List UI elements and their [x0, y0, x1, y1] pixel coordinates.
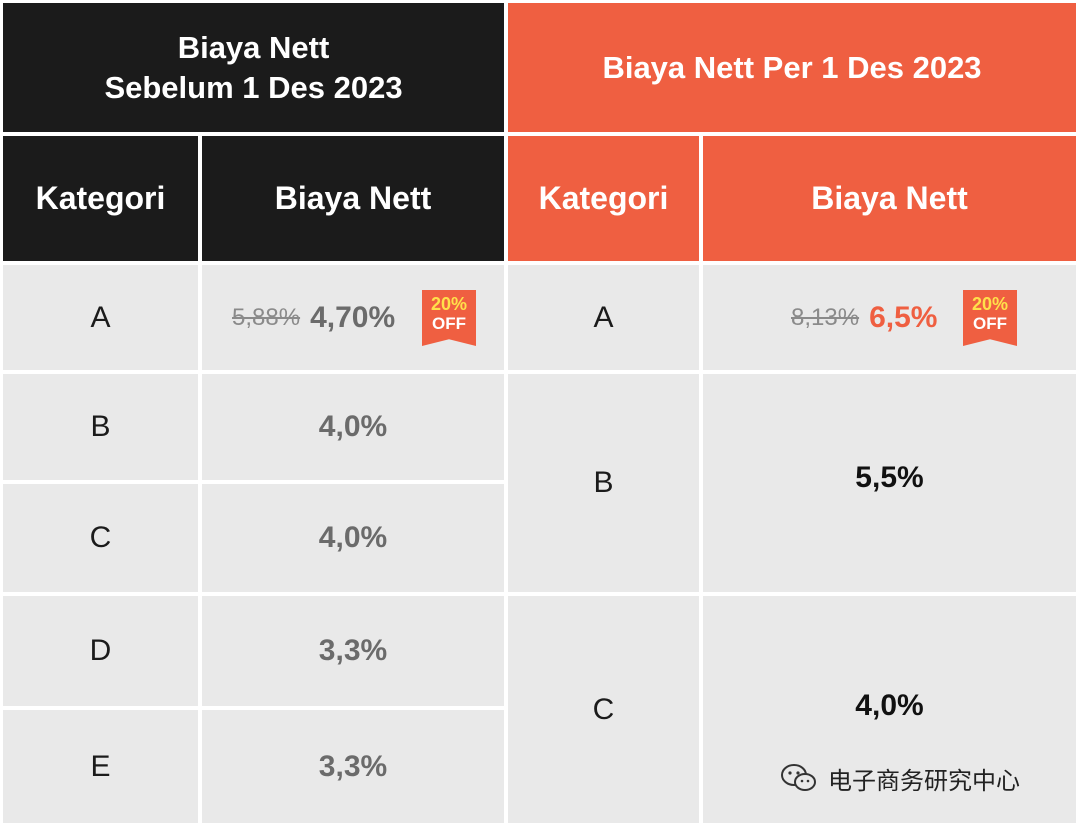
left-row-d-kategori: D: [3, 596, 198, 706]
right-table-title: Biaya Nett Per 1 Des 2023: [508, 3, 1076, 132]
left-row-b-kategori-text: B: [90, 410, 111, 443]
right-row-c-kategori: C: [508, 596, 699, 823]
right-row-a-biaya: 8,13% 6,5% 20% OFF: [703, 265, 1076, 370]
right-header-biaya-label: Biaya Nett: [811, 180, 968, 216]
right-row-b-kategori-text: B: [593, 466, 614, 499]
left-row-c-kategori-text: C: [89, 521, 112, 554]
left-row-b-value: 4,0%: [318, 410, 388, 443]
right-row-b-kategori: B: [508, 374, 699, 592]
discount-badge-percent: 20%: [971, 294, 1009, 314]
left-row-c-value: 4,0%: [318, 521, 388, 554]
left-header-biaya: Biaya Nett: [202, 136, 504, 261]
right-row-a-old-value: 8,13%: [791, 303, 860, 331]
discount-badge-off: OFF: [973, 314, 1007, 333]
left-row-e-kategori-text: E: [90, 749, 111, 783]
discount-badge: 20% OFF: [422, 290, 476, 346]
left-title-line2: Sebelum 1 Des 2023: [104, 69, 403, 105]
left-header-kategori: Kategori: [3, 136, 198, 261]
left-table-title: Biaya Nett Sebelum 1 Des 2023: [3, 3, 504, 132]
right-row-b-biaya: 5,5%: [703, 374, 1076, 592]
right-row-a-kategori: A: [508, 265, 699, 370]
discount-badge-off: OFF: [432, 314, 466, 333]
discount-badge: 20% OFF: [963, 290, 1017, 346]
left-row-a-kategori-text: A: [90, 300, 111, 334]
left-row-d-biaya: 3,3%: [202, 596, 504, 706]
left-row-e-value: 3,3%: [318, 749, 388, 783]
wechat-icon: [781, 764, 816, 791]
discount-badge-percent: 20%: [430, 294, 468, 314]
right-header-kategori: Kategori: [508, 136, 699, 261]
left-row-e-kategori: E: [3, 710, 198, 823]
left-row-a-value: 4,70%: [310, 300, 396, 334]
right-row-b-value: 5,5%: [855, 461, 924, 494]
left-header-biaya-label: Biaya Nett: [274, 180, 432, 216]
left-row-a-biaya: 5,88% 4,70% 20% OFF: [202, 265, 504, 370]
left-row-c-kategori: C: [3, 484, 198, 592]
right-row-c-kategori-text: C: [592, 692, 615, 726]
right-header-kategori-label: Kategori: [538, 180, 669, 216]
right-row-a-value: 6,5%: [869, 300, 938, 334]
left-row-e-biaya: 3,3%: [202, 710, 504, 823]
right-row-c-value: 4,0%: [855, 688, 924, 722]
left-row-c-biaya: 4,0%: [202, 484, 504, 592]
right-row-a-kategori-text: A: [593, 300, 614, 334]
left-row-d-value: 3,3%: [318, 634, 388, 667]
left-row-a-kategori: A: [3, 265, 198, 370]
left-row-b-kategori: B: [3, 374, 198, 480]
watermark-text: 电子商务研究中心: [828, 767, 1020, 795]
right-title-text: Biaya Nett Per 1 Des 2023: [602, 49, 982, 85]
right-header-biaya: Biaya Nett: [703, 136, 1076, 261]
left-row-b-biaya: 4,0%: [202, 374, 504, 480]
right-row-c-biaya: 4,0%: [703, 596, 1076, 823]
left-row-a-old-value: 5,88%: [232, 303, 301, 331]
left-title-line1: Biaya Nett: [177, 29, 330, 65]
watermark: 电子商务研究中心: [780, 758, 1020, 798]
left-row-d-kategori-text: D: [89, 634, 112, 667]
left-header-kategori-label: Kategori: [35, 180, 166, 216]
